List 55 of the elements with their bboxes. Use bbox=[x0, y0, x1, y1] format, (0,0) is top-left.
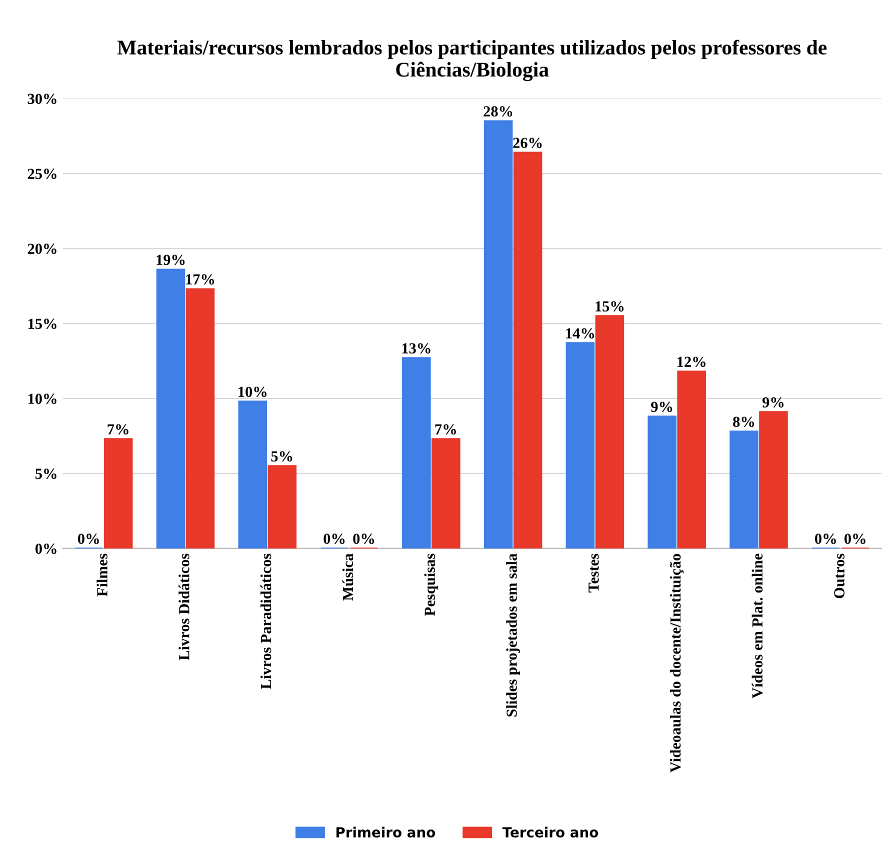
bar bbox=[513, 152, 542, 548]
y-tick-label: 10% bbox=[28, 394, 56, 404]
data-label: 17% bbox=[186, 274, 214, 285]
x-tick-label: Videoaulas do docente/Instituição bbox=[670, 554, 684, 772]
data-label: 0% bbox=[324, 534, 345, 544]
bar bbox=[268, 465, 297, 548]
data-label: 9% bbox=[762, 397, 784, 408]
data-label: 7% bbox=[108, 424, 128, 435]
bar bbox=[677, 370, 706, 548]
data-label: 5% bbox=[271, 451, 292, 462]
x-tick-label: Slides projetados em sala bbox=[506, 554, 520, 716]
data-label: 12% bbox=[678, 356, 706, 368]
data-label: 0% bbox=[844, 534, 866, 544]
bar bbox=[432, 438, 460, 548]
data-label: 0% bbox=[78, 534, 99, 544]
data-label: 8% bbox=[733, 416, 754, 428]
bar bbox=[186, 288, 215, 548]
bar bbox=[648, 416, 676, 548]
bar bbox=[104, 438, 133, 548]
bar bbox=[238, 400, 268, 548]
x-tick-label: Livros Paradidáticos bbox=[260, 554, 272, 690]
x-tick-label: Pesquisas bbox=[424, 554, 438, 616]
bar bbox=[595, 315, 624, 548]
bar bbox=[759, 411, 788, 548]
bar bbox=[566, 342, 595, 548]
x-tick-label: Outros bbox=[834, 554, 844, 598]
legend-label: Primeiro ano bbox=[336, 826, 436, 838]
data-label: 0% bbox=[815, 534, 836, 544]
bar bbox=[484, 120, 513, 548]
data-label: 14% bbox=[566, 328, 594, 339]
data-label: 13% bbox=[402, 343, 430, 354]
chart-title: Materiais/recursos lembrados pelos participantes utilizados pelos professores de Ciências/Biologia bbox=[117, 40, 827, 82]
y-tick-label: 5% bbox=[35, 468, 56, 479]
bar bbox=[402, 357, 431, 548]
x-tick-label: Música bbox=[342, 554, 354, 601]
legend-label: Terceiro ano bbox=[502, 826, 598, 838]
x-tick-label: Vídeos em Plat. online bbox=[752, 554, 763, 698]
data-label: 9% bbox=[651, 402, 672, 412]
x-tick-label: Testes bbox=[588, 554, 599, 592]
data-label: 10% bbox=[238, 386, 266, 398]
y-tick-label: 30% bbox=[28, 94, 56, 104]
y-tick-label: 15% bbox=[28, 318, 56, 330]
y-tick-label: 25% bbox=[28, 168, 56, 180]
data-label: 7% bbox=[435, 424, 456, 435]
y-tick-label: 20% bbox=[28, 244, 56, 254]
data-label: 0% bbox=[353, 534, 374, 544]
data-label: 19% bbox=[156, 254, 185, 266]
x-tick-label: Livros Didáticos bbox=[178, 554, 190, 660]
data-label: 15% bbox=[596, 301, 624, 312]
bar bbox=[156, 268, 186, 548]
bar bbox=[730, 430, 758, 548]
data-label: 26% bbox=[513, 138, 542, 148]
data-label: 28% bbox=[484, 106, 512, 117]
x-tick-label: Filmes bbox=[96, 554, 108, 596]
y-tick-label: 0% bbox=[35, 544, 56, 554]
